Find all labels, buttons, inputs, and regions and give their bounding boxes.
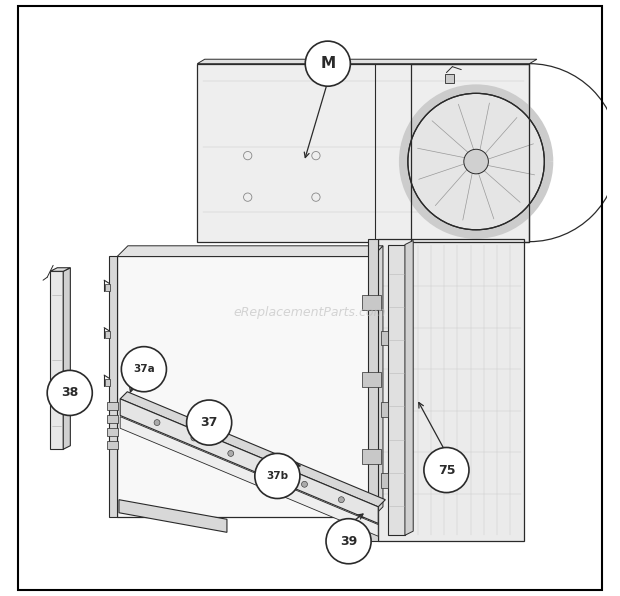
Circle shape <box>326 519 371 564</box>
Polygon shape <box>267 475 280 483</box>
Circle shape <box>47 370 92 415</box>
Polygon shape <box>120 399 378 523</box>
Text: eReplacementParts.com: eReplacementParts.com <box>234 306 386 319</box>
Text: 37a: 37a <box>133 364 155 374</box>
Polygon shape <box>361 372 381 387</box>
Polygon shape <box>197 64 529 241</box>
Polygon shape <box>120 417 378 536</box>
Polygon shape <box>267 487 280 495</box>
Circle shape <box>191 435 197 441</box>
Circle shape <box>424 448 469 492</box>
Polygon shape <box>120 392 386 507</box>
Text: 37: 37 <box>200 416 218 429</box>
Polygon shape <box>105 331 110 339</box>
Text: M: M <box>321 56 335 71</box>
Polygon shape <box>368 238 378 541</box>
Polygon shape <box>107 415 118 423</box>
Polygon shape <box>107 441 118 449</box>
Text: 75: 75 <box>438 464 455 477</box>
Polygon shape <box>107 428 118 436</box>
Polygon shape <box>361 295 381 310</box>
Circle shape <box>305 41 350 86</box>
Circle shape <box>154 420 160 426</box>
Text: 38: 38 <box>61 386 78 399</box>
Polygon shape <box>381 331 388 346</box>
Polygon shape <box>405 240 413 535</box>
Polygon shape <box>197 59 537 64</box>
Polygon shape <box>445 74 454 83</box>
Circle shape <box>339 496 344 502</box>
Polygon shape <box>109 256 117 517</box>
Polygon shape <box>361 449 381 464</box>
Circle shape <box>265 466 270 472</box>
Text: 39: 39 <box>340 535 357 548</box>
Polygon shape <box>267 463 280 471</box>
Polygon shape <box>117 246 383 256</box>
Polygon shape <box>50 268 70 271</box>
Polygon shape <box>50 271 63 449</box>
Circle shape <box>464 149 489 174</box>
Polygon shape <box>63 268 70 449</box>
Circle shape <box>255 454 300 498</box>
Polygon shape <box>378 238 523 541</box>
Circle shape <box>301 482 308 488</box>
Polygon shape <box>381 402 388 417</box>
Polygon shape <box>107 402 118 409</box>
Circle shape <box>408 94 544 230</box>
Polygon shape <box>381 473 388 488</box>
Polygon shape <box>105 378 110 386</box>
Polygon shape <box>105 284 110 291</box>
Polygon shape <box>119 499 227 532</box>
Polygon shape <box>388 244 405 535</box>
Polygon shape <box>372 246 383 517</box>
Circle shape <box>122 347 166 392</box>
Circle shape <box>228 451 234 457</box>
Circle shape <box>187 400 232 445</box>
Text: 37b: 37b <box>267 471 288 481</box>
Polygon shape <box>117 256 372 517</box>
